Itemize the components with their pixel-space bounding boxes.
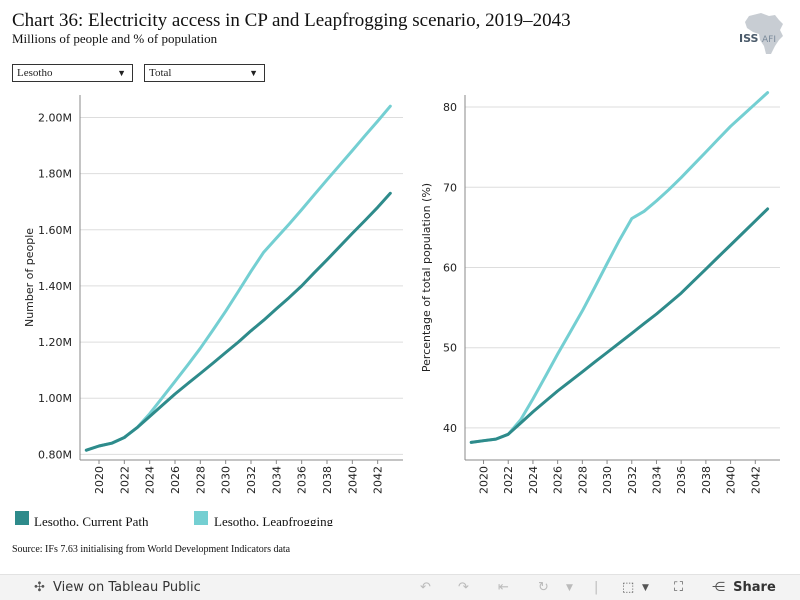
- x-tick-label: 2028: [194, 466, 207, 494]
- x-tick-label: 2042: [749, 466, 762, 494]
- share-button[interactable]: ⋲ Share: [712, 579, 776, 597]
- revert-icon[interactable]: ⇤: [498, 580, 509, 595]
- x-tick-label: 2036: [296, 466, 309, 494]
- x-tick-label: 2030: [220, 466, 233, 494]
- y-axis-title: Number of people: [23, 228, 36, 327]
- undo-icon[interactable]: ↶: [420, 580, 431, 595]
- share-label: Share: [733, 580, 776, 595]
- source-note: Source: IFs 7.63 initialising from World…: [12, 544, 291, 555]
- legend-label-leapfrogging: Lesotho, Leapfrogging: [214, 514, 334, 526]
- chart-title: Chart 36: Electricity access in CP and L…: [12, 10, 571, 31]
- tableau-toolbar: ✣ View on Tableau Public ↶ ↷ ⇤ ↻ ▼ | ⬚ ▼…: [0, 574, 800, 600]
- refresh-icon[interactable]: ↻: [538, 580, 549, 595]
- x-tick-label: 2038: [321, 466, 334, 494]
- download-icon[interactable]: ⬚: [622, 580, 635, 595]
- y-tick-label: 70: [443, 181, 457, 194]
- y-tick-label: 1.60M: [38, 224, 72, 237]
- series-line-current-path[interactable]: [84, 191, 392, 452]
- chevron-down-icon: ▼: [117, 68, 126, 78]
- logo-suffix: AFI: [762, 35, 776, 45]
- legend-swatch-leapfrogging: [194, 511, 208, 525]
- y-tick-label: 2.00M: [38, 111, 72, 124]
- y-tick-label: 1.80M: [38, 168, 72, 181]
- x-tick-label: 2040: [725, 466, 738, 494]
- y-tick-label: 80: [443, 101, 457, 114]
- y-tick-label: 1.40M: [38, 280, 72, 293]
- chart-subtitle: Millions of people and % of population: [12, 31, 218, 46]
- y-tick-label: 1.00M: [38, 392, 72, 405]
- x-tick-label: 2024: [144, 466, 157, 494]
- country-dropdown[interactable]: Lesotho ▼: [12, 64, 133, 82]
- x-tick-label: 2040: [346, 466, 359, 494]
- x-tick-label: 2042: [372, 466, 385, 494]
- x-tick-label: 2020: [93, 466, 106, 494]
- fullscreen-icon[interactable]: ⛶: [674, 580, 684, 595]
- x-tick-label: 2028: [576, 466, 589, 494]
- y-tick-label: 50: [443, 342, 457, 355]
- x-tick-label: 2026: [169, 466, 182, 494]
- view-on-tableau-button[interactable]: ✣ View on Tableau Public: [34, 579, 201, 597]
- share-icon: ⋲: [712, 580, 725, 595]
- y-tick-label: 0.80M: [38, 448, 72, 461]
- x-tick-label: 2034: [270, 466, 283, 494]
- category-dropdown-value: Total: [149, 67, 172, 79]
- chevron-down-icon: ▼: [249, 68, 258, 78]
- legend-label-current-path: Lesotho, Current Path: [34, 514, 149, 526]
- iss-africa-logo: ISS AFI: [739, 13, 783, 54]
- chevron-down-icon[interactable]: ▼: [642, 583, 649, 593]
- redo-icon[interactable]: ↷: [458, 580, 469, 595]
- x-tick-label: 2038: [700, 466, 713, 494]
- y-tick-label: 60: [443, 261, 457, 274]
- x-tick-label: 2022: [118, 466, 131, 494]
- x-tick-label: 2020: [478, 466, 491, 494]
- legend-swatch-current-path: [15, 511, 29, 525]
- y-tick-label: 40: [443, 422, 457, 435]
- y-tick-label: 1.20M: [38, 336, 72, 349]
- x-tick-label: 2032: [245, 466, 258, 494]
- divider: |: [594, 580, 599, 595]
- chevron-down-icon[interactable]: ▼: [566, 583, 573, 593]
- x-tick-label: 2034: [650, 466, 663, 494]
- x-tick-label: 2036: [675, 466, 688, 494]
- x-tick-label: 2026: [552, 466, 565, 494]
- x-tick-label: 2022: [502, 466, 515, 494]
- tableau-icon: ✣: [34, 580, 45, 595]
- category-dropdown[interactable]: Total ▼: [144, 64, 265, 82]
- series-line-leapfrogging[interactable]: [469, 91, 770, 444]
- x-tick-label: 2030: [601, 466, 614, 494]
- chart-percentage: 40 50 60 70 80 Percentage of total population…: [420, 91, 780, 494]
- view-on-tableau-label: View on Tableau Public: [53, 580, 201, 595]
- country-dropdown-value: Lesotho: [17, 67, 53, 79]
- x-tick-label: 2032: [626, 466, 639, 494]
- logo-text: ISS: [739, 32, 759, 45]
- x-tick-label: 2024: [527, 466, 540, 494]
- y-axis-title: Percentage of total population (%): [420, 183, 433, 372]
- series-line-current-path[interactable]: [469, 207, 770, 444]
- chart-people: 0.80M 1.00M 1.20M 1.40M 1.60M 1.80M 2.00M Numbe…: [23, 95, 403, 494]
